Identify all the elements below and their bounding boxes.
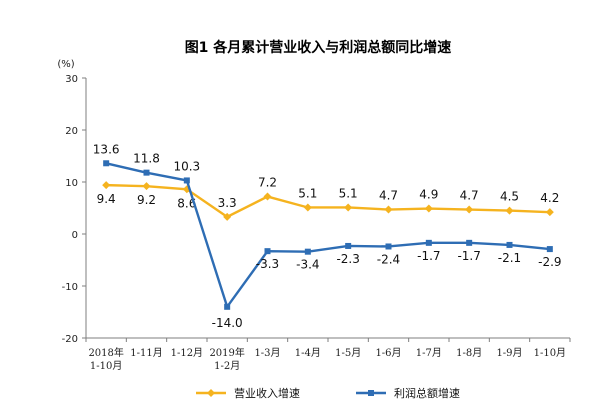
y-tick-label: 30	[65, 74, 78, 85]
data-label-revenue: 4.2	[540, 191, 559, 205]
x-tick-label: 1-5月	[335, 347, 361, 359]
data-point-revenue	[303, 203, 312, 212]
data-point-revenue	[465, 205, 474, 214]
data-label-revenue: 9.2	[137, 193, 156, 207]
data-point-revenue	[384, 205, 393, 214]
data-label-profit: 11.8	[133, 152, 160, 166]
data-label-profit: -3.4	[296, 258, 319, 272]
data-point-revenue	[545, 208, 554, 217]
legend-marker-profit	[368, 390, 374, 396]
data-label-revenue: 9.4	[97, 192, 116, 206]
data-label-profit: -3.3	[256, 257, 279, 271]
data-point-revenue	[344, 203, 353, 212]
data-point-profit	[466, 239, 473, 246]
data-point-profit	[546, 246, 553, 253]
x-tick-label: 1-6月	[375, 347, 401, 359]
data-point-profit	[143, 169, 150, 176]
x-tick-label: 1-11月	[130, 347, 162, 359]
data-label-profit: -2.9	[538, 255, 561, 269]
data-label-profit: 10.3	[173, 159, 200, 173]
data-label-profit: -2.3	[336, 252, 359, 266]
data-label-revenue: 4.5	[500, 190, 519, 204]
data-point-revenue	[142, 182, 151, 191]
data-label-profit: -2.4	[377, 252, 400, 266]
data-point-profit	[183, 177, 190, 184]
x-tick-label: 1-2月	[214, 360, 240, 372]
x-tick-label: 1-9月	[496, 347, 522, 359]
x-tick-label: 2019年	[209, 346, 244, 359]
data-point-revenue	[102, 181, 111, 190]
x-tick-label: 1-8月	[456, 347, 482, 359]
data-point-revenue	[263, 192, 272, 201]
data-point-profit	[224, 303, 231, 310]
data-label-profit: 13.6	[93, 142, 120, 156]
data-point-profit	[264, 248, 271, 255]
legend: 营业收入增速 利润总额增速	[196, 386, 460, 400]
data-point-revenue	[223, 212, 232, 221]
data-point-profit	[506, 241, 513, 248]
data-label-revenue: 4.7	[379, 189, 398, 203]
data-label-profit: -1.7	[417, 249, 440, 263]
data-label-revenue: 5.1	[339, 186, 358, 200]
data-label-revenue: 8.6	[177, 196, 196, 210]
data-point-profit	[103, 160, 110, 167]
series-line-revenue	[106, 183, 550, 219]
y-axis-unit-label: (%)	[57, 59, 74, 70]
data-label-revenue: 4.7	[460, 189, 479, 203]
y-tick-label: -20	[62, 334, 78, 345]
legend-label-profit: 利润总额增速	[394, 386, 460, 400]
legend-marker-revenue	[207, 389, 215, 397]
data-point-revenue	[505, 206, 514, 215]
y-tick-label: 10	[65, 178, 78, 189]
data-point-revenue	[424, 204, 433, 213]
x-tick-label: 1-10月	[534, 347, 566, 359]
y-tick-label: 0	[72, 230, 78, 241]
legend-label-revenue: 营业收入增速	[234, 386, 300, 400]
x-tick-label: 2018年	[88, 346, 123, 359]
data-label-profit: -2.1	[498, 251, 521, 265]
data-point-profit	[345, 242, 352, 249]
data-label-revenue: 4.9	[419, 188, 438, 202]
data-label-revenue: 3.3	[218, 196, 237, 210]
data-label-revenue: 5.1	[298, 186, 317, 200]
y-tick-label: -10	[62, 282, 78, 293]
data-label-profit: -1.7	[457, 249, 480, 263]
x-tick-label: 1-3月	[254, 347, 280, 359]
data-point-profit	[425, 239, 432, 246]
data-point-profit	[304, 248, 311, 255]
x-tick-label: 1-4月	[295, 347, 321, 359]
x-tick-label: 1-7月	[416, 347, 442, 359]
y-tick-label: 20	[65, 126, 78, 137]
data-label-revenue: 7.2	[258, 176, 277, 190]
series-line-profit	[105, 162, 550, 310]
chart-title: 图1 各月累计营业收入与利润总额同比增速	[185, 39, 452, 56]
x-tick-label: 1-12月	[171, 347, 203, 359]
x-tick-label: 1-10月	[90, 360, 122, 372]
data-label-profit: -14.0	[212, 316, 243, 330]
data-point-profit	[385, 243, 392, 250]
